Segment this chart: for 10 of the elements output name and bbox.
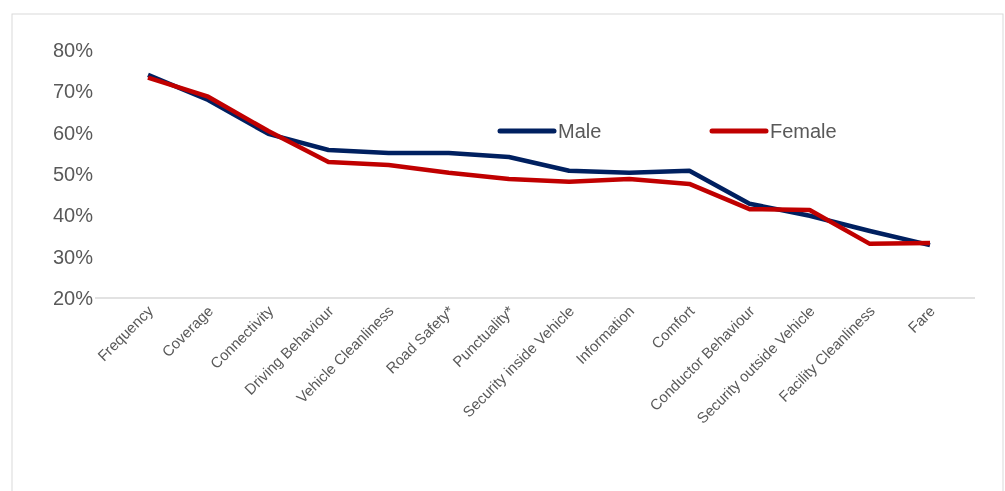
- y-tick-label: 20%: [52, 287, 94, 309]
- y-tick-label: 80%: [52, 39, 94, 61]
- y-tick-label: 50%: [52, 163, 94, 185]
- y-tick-label: 60%: [52, 121, 94, 144]
- legend-label: Female: [770, 120, 837, 142]
- y-tick-label: 70%: [52, 80, 94, 103]
- y-tick-label: 40%: [52, 204, 94, 227]
- x-tick-label: Fare: [904, 302, 939, 336]
- legend-label: Male: [558, 120, 602, 142]
- y-tick-label: 30%: [52, 245, 94, 268]
